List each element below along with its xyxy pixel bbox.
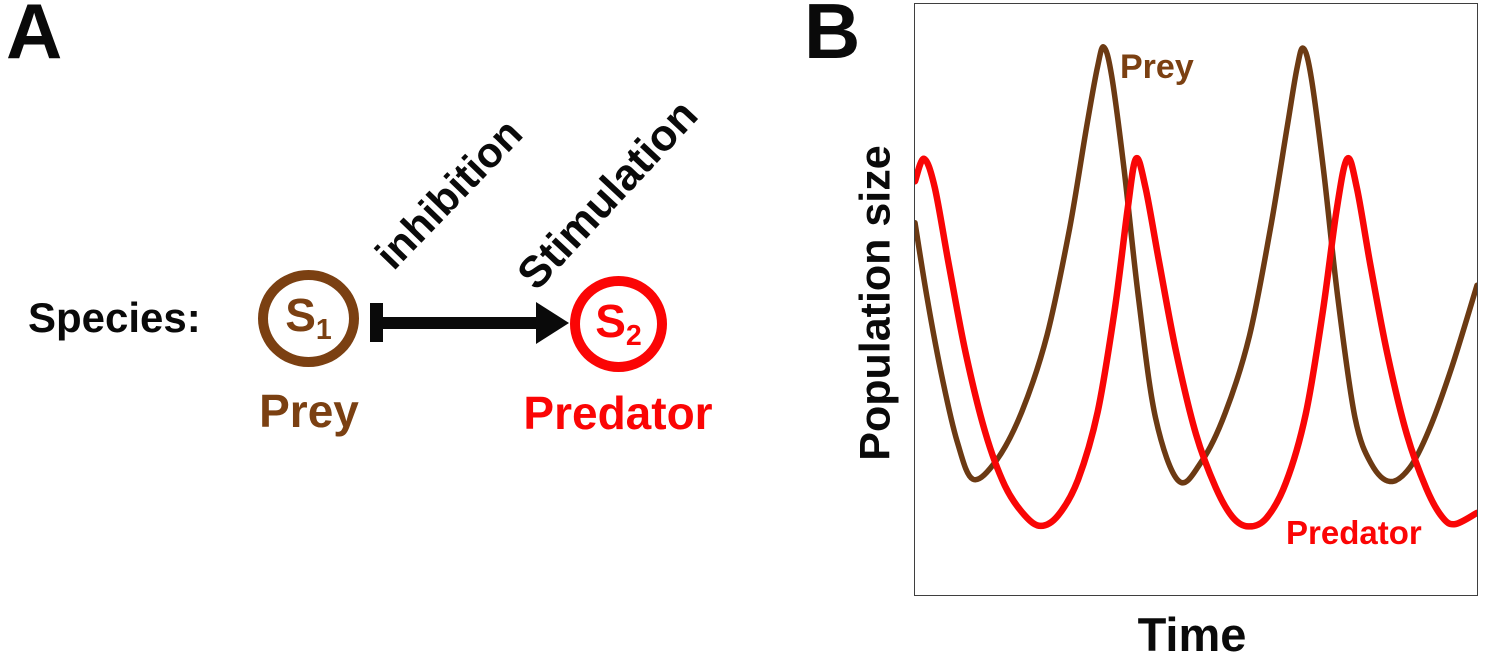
predator-name-label: Predator — [523, 387, 713, 439]
arrow-shaft — [378, 317, 540, 329]
panel-a-label: A — [6, 0, 64, 75]
interaction-arrow — [370, 302, 569, 344]
stimulation-edge-label: Stimulation — [508, 90, 708, 299]
panel-b-label: B — [804, 0, 862, 75]
species-label: Species: — [28, 294, 201, 341]
prey-name-label: Prey — [259, 385, 359, 437]
predator-curve — [915, 154, 1477, 530]
species-s1-node: S1 — [258, 270, 359, 367]
s1-node-text: S1 — [285, 289, 332, 347]
inhibition-edge-label: inhibition — [366, 109, 532, 278]
predator-curve-label: Predator — [1286, 514, 1422, 551]
s2-node-text: S2 — [595, 294, 642, 352]
y-axis-label: Population size — [851, 145, 900, 461]
x-axis-label: Time — [1137, 608, 1247, 661]
population-plot-area — [914, 3, 1478, 596]
species-s2-node: S2 — [570, 276, 667, 372]
inhibition-tbar-icon — [370, 303, 383, 342]
arrowhead-icon — [536, 302, 569, 344]
prey-curve — [915, 44, 1477, 486]
prey-curve-label: Prey — [1120, 48, 1194, 86]
population-curves — [915, 44, 1477, 530]
